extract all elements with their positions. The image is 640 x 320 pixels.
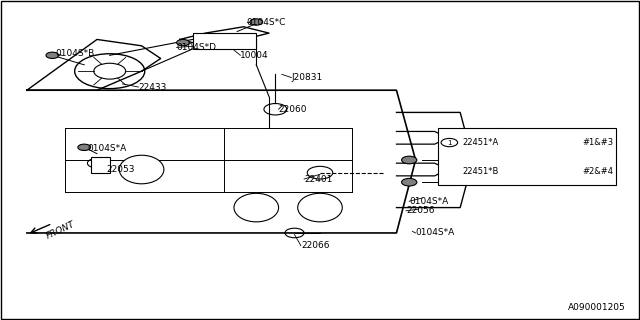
Text: 22060: 22060 [278,105,307,114]
Text: 0104S*C: 0104S*C [246,18,286,27]
Text: 0104S*D: 0104S*D [177,43,216,52]
Bar [193,33,256,49]
Text: #1&#3: #1&#3 [582,138,613,147]
Polygon shape [180,27,269,46]
Text: 22056: 22056 [406,206,435,215]
Text: 0104S*A: 0104S*A [88,144,127,153]
Text: 10004: 10004 [241,51,269,60]
Text: A090001205: A090001205 [568,303,626,312]
Text: 22066: 22066 [301,241,330,250]
Polygon shape [27,39,161,90]
Circle shape [401,156,417,164]
Circle shape [250,19,262,25]
Text: 22451*A: 22451*A [462,138,499,147]
Text: 0104S*B: 0104S*B [56,49,95,58]
Circle shape [46,52,59,59]
Text: 1: 1 [447,140,452,146]
Polygon shape [396,112,473,208]
Bar [438,128,616,185]
Circle shape [177,39,189,46]
Text: 0104S*A: 0104S*A [409,197,449,206]
Ellipse shape [119,155,164,184]
Circle shape [401,178,417,186]
Text: 22451*B: 22451*B [462,167,499,176]
Text: 22433: 22433 [138,83,167,92]
Text: #2&#4: #2&#4 [582,167,613,176]
Text: 22401: 22401 [304,174,332,184]
Text: 22053: 22053 [106,165,135,174]
Text: 0104S*A: 0104S*A [415,228,455,237]
Text: J20831: J20831 [291,73,323,82]
Circle shape [78,144,91,150]
Ellipse shape [298,193,342,222]
Text: FRONT: FRONT [45,219,76,240]
Bar [91,157,109,173]
Ellipse shape [234,193,278,222]
Polygon shape [27,90,415,233]
